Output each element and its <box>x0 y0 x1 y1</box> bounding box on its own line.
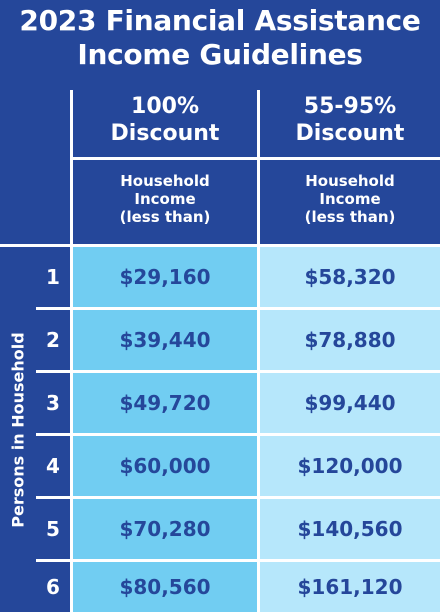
table-row: 2 $39,440 $78,880 <box>0 310 440 370</box>
column-header-100-line1: 100% <box>131 94 199 119</box>
row-divider <box>36 370 440 373</box>
column-header-55-95-line1: 55-95% <box>303 94 397 119</box>
row-persons: 3 <box>46 391 60 415</box>
column-subheader-100-line1: Household <box>120 172 210 190</box>
row-income-100: $70,280 <box>73 499 257 559</box>
row-persons: 1 <box>46 265 60 289</box>
header-divider-middle <box>257 90 260 612</box>
row-income-100: $29,160 <box>73 247 257 307</box>
row-divider <box>36 433 440 436</box>
column-header-55-95: 55-95% Discount <box>260 93 440 147</box>
column-subheader-55-95-line3: (less than) <box>304 208 396 226</box>
row-income-100: $60,000 <box>73 436 257 496</box>
row-income-55-95: $99,440 <box>260 373 440 433</box>
row-persons: 5 <box>46 517 60 541</box>
row-persons: 6 <box>46 575 60 599</box>
row-income-55-95: $120,000 <box>260 436 440 496</box>
table-row: 5 $70,280 $140,560 <box>0 499 440 559</box>
row-persons: 4 <box>46 454 60 478</box>
table-row: 4 $60,000 $120,000 <box>0 436 440 496</box>
page-title: 2023 Financial Assistance Income Guideli… <box>0 4 440 72</box>
row-divider <box>36 307 440 310</box>
table-row: 6 $80,560 $161,120 <box>0 562 440 612</box>
row-persons: 2 <box>46 328 60 352</box>
column-subheader-100-line2: Income <box>134 190 196 208</box>
column-subheader-55-95: Household Income (less than) <box>260 172 440 226</box>
title-line-2: Income Guidelines <box>77 38 363 71</box>
row-divider <box>36 496 440 499</box>
column-subheader-100-line3: (less than) <box>119 208 211 226</box>
table-row: 1 $29,160 $58,320 <box>0 247 440 307</box>
column-subheader-100: Household Income (less than) <box>73 172 257 226</box>
row-income-55-95: $78,880 <box>260 310 440 370</box>
row-income-100: $49,720 <box>73 373 257 433</box>
column-header-55-95-line2: Discount <box>295 121 405 146</box>
column-subheader-55-95-line2: Income <box>319 190 381 208</box>
row-income-100: $39,440 <box>73 310 257 370</box>
row-income-55-95: $140,560 <box>260 499 440 559</box>
row-income-100: $80,560 <box>73 562 257 612</box>
table-row: 3 $49,720 $99,440 <box>0 373 440 433</box>
header-divider-horizontal <box>73 157 440 160</box>
column-header-100-line2: Discount <box>110 121 220 146</box>
title-line-1: 2023 Financial Assistance <box>19 4 421 37</box>
column-subheader-55-95-line1: Household <box>305 172 395 190</box>
header-divider-left <box>70 90 73 612</box>
row-income-55-95: $58,320 <box>260 247 440 307</box>
header-divider-bottom <box>0 244 440 247</box>
row-divider <box>36 559 440 562</box>
column-header-100: 100% Discount <box>73 93 257 147</box>
row-income-55-95: $161,120 <box>260 562 440 612</box>
